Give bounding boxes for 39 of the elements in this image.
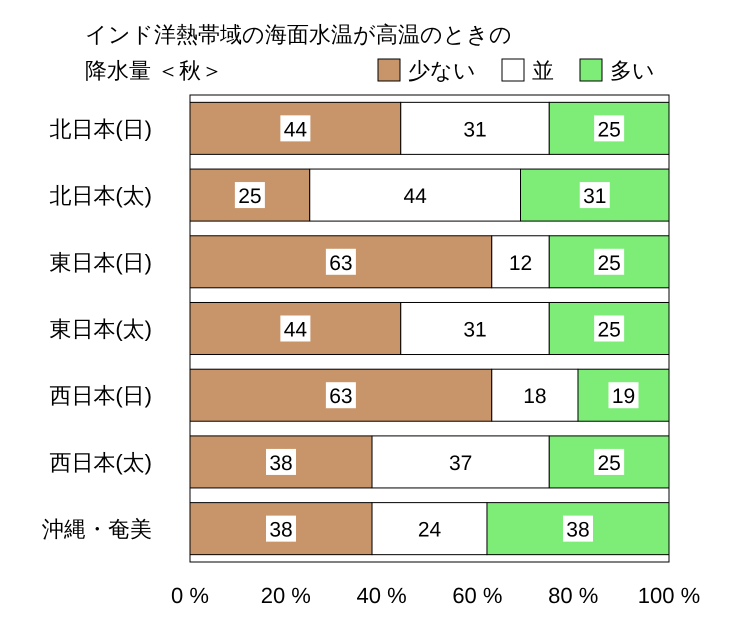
data-label: 37	[448, 452, 472, 475]
data-label: 38	[269, 452, 293, 475]
data-label: 44	[284, 118, 308, 142]
data-label: 31	[583, 185, 606, 208]
x-tick-label: 0 %	[171, 583, 209, 608]
data-label: 25	[597, 318, 621, 342]
y-tick-label: 東日本(日)	[49, 250, 152, 275]
data-label: 12	[508, 252, 532, 275]
data-label: 31	[463, 318, 487, 342]
y-tick-label: 沖縄・奄美	[42, 516, 152, 542]
x-tick-label: 100 %	[638, 583, 700, 608]
data-label: 19	[612, 385, 636, 408]
data-label: 31	[463, 118, 487, 142]
data-label: 25	[597, 252, 621, 275]
legend-label: 並	[532, 58, 554, 83]
data-label: 25	[238, 185, 262, 208]
data-label: 25	[597, 452, 621, 475]
chart-title: インド洋熱帯域の海面水温が高温のときの	[85, 22, 512, 47]
data-label: 25	[597, 118, 621, 142]
x-tick-label: 40 %	[356, 583, 407, 608]
y-tick-label: 西日本(日)	[49, 383, 152, 408]
y-tick-label: 北日本(太)	[49, 183, 152, 208]
data-label: 18	[523, 385, 547, 408]
chart-subtitle: 降水量 ＜秋＞	[85, 58, 224, 83]
x-tick-label: 60 %	[452, 583, 502, 608]
y-tick-label: 東日本(太)	[49, 316, 152, 342]
y-tick-label: 北日本(日)	[49, 116, 152, 142]
legend-label: 多い	[610, 58, 655, 83]
x-tick-label: 80 %	[548, 583, 598, 608]
data-label: 38	[566, 518, 590, 542]
data-label: 63	[329, 252, 353, 275]
y-tick-label: 西日本(太)	[49, 450, 152, 475]
data-label: 44	[403, 185, 428, 208]
data-label: 24	[418, 518, 442, 542]
data-label: 63	[329, 385, 353, 408]
data-label: 38	[269, 518, 293, 542]
legend-label: 少ない	[408, 58, 476, 83]
x-tick-label: 20 %	[260, 583, 311, 608]
data-label: 44	[284, 318, 308, 342]
